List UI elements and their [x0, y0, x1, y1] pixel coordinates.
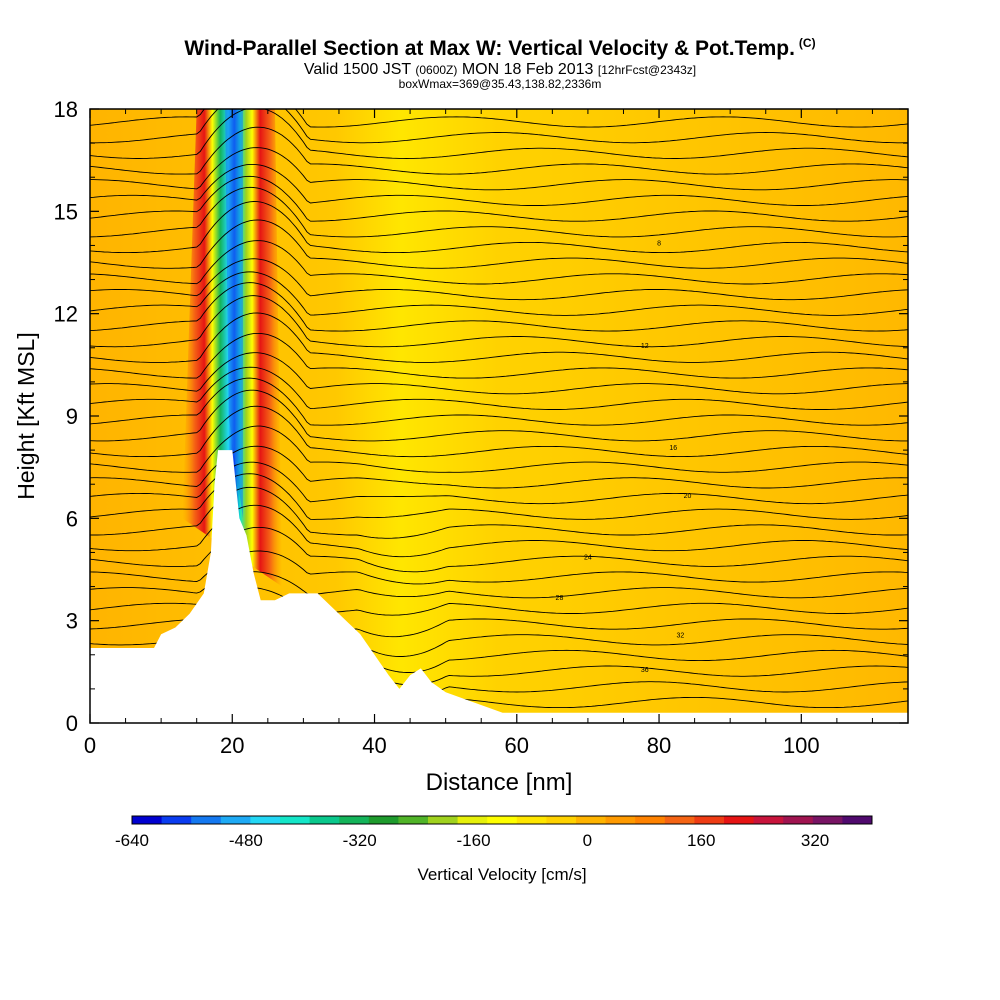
colorbar-swatch	[724, 816, 755, 824]
colorbar-swatch	[220, 816, 251, 824]
isentrope-label: 36	[641, 667, 649, 674]
colorbar-swatch	[339, 816, 370, 824]
colorbar-swatch	[694, 816, 725, 824]
y-tick-label: 6	[66, 506, 78, 531]
isentrope-label: 12	[641, 343, 649, 350]
isentrope-line	[90, 240, 908, 285]
x-tick-label: 60	[505, 733, 529, 758]
colorbar-frame	[131, 815, 873, 825]
copyright-tag: (C)	[798, 36, 816, 50]
x-tick-label: 40	[362, 733, 386, 758]
isentrope-line	[90, 126, 908, 175]
subtitle-forecast: [12hrFcst@2343z]	[597, 63, 697, 77]
subtitle-zulu: (0600Z)	[415, 63, 458, 77]
y-tick-label: 12	[54, 302, 78, 327]
isentrope-line	[90, 109, 908, 128]
colorbar-swatch	[842, 816, 873, 824]
colorbar-swatch	[191, 816, 222, 824]
isentrope-line	[90, 219, 908, 269]
colorbar-tick-label: -320	[343, 831, 377, 850]
colorbar-swatch	[398, 816, 429, 824]
y-tick-label: 18	[54, 97, 78, 122]
isentropes	[90, 109, 908, 715]
chart-title-text: Wind-Parallel Section at Max W: Vertical…	[184, 37, 795, 60]
terrain	[90, 450, 908, 723]
colorbar-swatch	[457, 816, 488, 824]
isentrope-line	[90, 389, 908, 442]
colorbar-swatch	[753, 816, 784, 824]
isentrope-line	[90, 312, 908, 363]
chart-title: Wind-Parallel Section at Max W: Vertical…	[0, 36, 1000, 61]
x-tick-label: 100	[783, 733, 820, 758]
chart-subtitle-box-wmax: boxWmax=369@35.43,138.82,2336m	[398, 77, 602, 91]
colorbar-swatch	[487, 816, 518, 824]
y-axis-label: Height [Kft MSL]	[13, 332, 39, 499]
isentrope-line	[90, 258, 908, 301]
isentrope-line	[90, 147, 908, 191]
isentrope-label: 16	[669, 445, 677, 452]
colorbar-swatch	[605, 816, 636, 824]
x-tick-label: 20	[220, 733, 244, 758]
isentrope-line	[90, 405, 908, 458]
colorbar-swatch	[280, 816, 311, 824]
colorbar-label: Vertical Velocity [cm/s]	[417, 865, 586, 884]
isentrope-label: 28	[556, 595, 564, 602]
colorbar-swatch	[576, 816, 607, 824]
colorbar-swatch	[428, 816, 459, 824]
isentrope-line	[90, 332, 908, 379]
subtitle-valid: Valid 1500 JST	[303, 61, 411, 78]
isentrope-line	[90, 295, 908, 348]
x-tick-label: 80	[647, 733, 671, 758]
y-tick-label: 3	[66, 609, 78, 634]
x-axis-label: Distance [nm]	[426, 769, 573, 796]
colorbar-swatch	[635, 816, 666, 824]
isentrope-line	[90, 109, 908, 159]
colorbar-tick-label: 160	[687, 831, 715, 850]
colorbar-swatch	[546, 816, 577, 824]
isentrope-line	[90, 175, 908, 222]
isentrope-line	[90, 163, 908, 206]
isentrope-line	[90, 282, 908, 332]
isentrope-label: 8	[657, 240, 661, 247]
isentrope-line	[90, 109, 908, 144]
isentrope-line	[90, 425, 908, 473]
isentrope-label: 32	[676, 633, 684, 640]
chart-subtitle: Valid 1500 JST (0600Z) MON 18 Feb 2013 […	[0, 61, 1000, 79]
colorbar-swatch	[664, 816, 695, 824]
colorbar-tick-label: -640	[115, 831, 149, 850]
colorbar-swatch	[161, 816, 192, 824]
y-tick-label: 9	[66, 404, 78, 429]
colorbar-tick-label: -160	[457, 831, 491, 850]
colorbar-tick-label: 320	[801, 831, 829, 850]
colorbar-swatch	[368, 816, 399, 824]
isentrope-label: 20	[684, 493, 692, 500]
colorbar-swatch	[309, 816, 340, 824]
isentrope-line	[90, 366, 908, 410]
subtitle-date: MON 18 Feb 2013	[461, 61, 594, 78]
y-tick-label: 0	[66, 711, 78, 736]
colorbar-swatch	[250, 816, 281, 824]
isentrope-label: 24	[584, 554, 592, 561]
colorbar-swatch	[516, 816, 547, 824]
colorbar-swatch	[783, 816, 814, 824]
isentrope-line	[90, 186, 908, 238]
x-tick-label: 0	[84, 733, 96, 758]
colorbar-swatch	[132, 816, 163, 824]
isentrope-line	[90, 377, 908, 426]
isentrope-line	[90, 271, 908, 316]
y-tick-label: 15	[54, 199, 78, 224]
colorbar-tick-label: 0	[583, 831, 592, 850]
colorbar-tick-label: -480	[229, 831, 263, 850]
isentrope-line	[90, 201, 908, 254]
colorbar-swatch	[812, 816, 843, 824]
isentrope-line	[90, 352, 908, 395]
